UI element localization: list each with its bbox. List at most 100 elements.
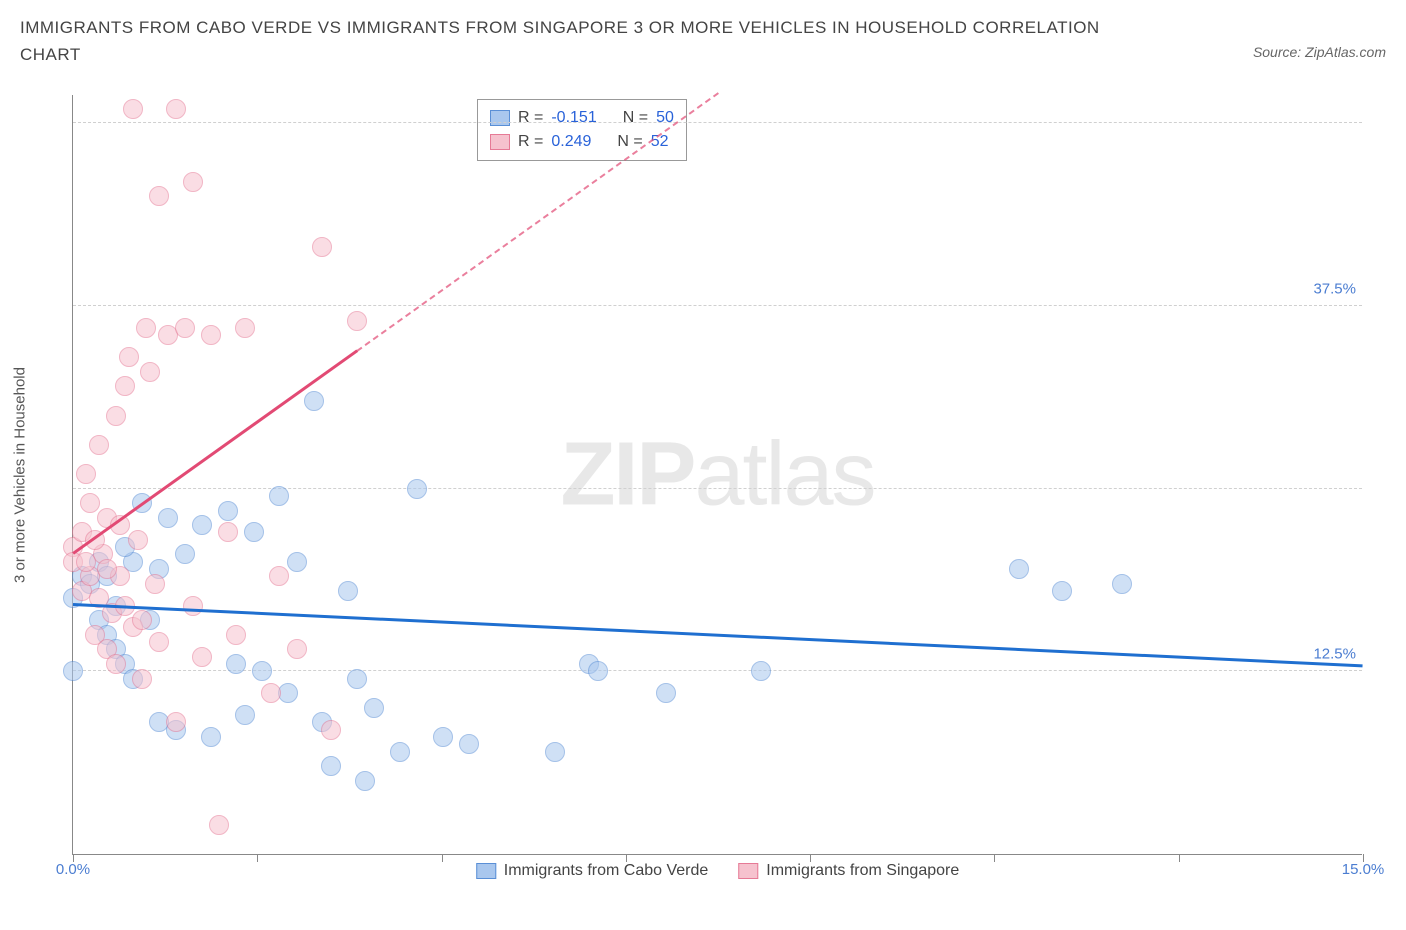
data-point	[136, 318, 156, 338]
data-point	[261, 683, 281, 703]
data-point	[347, 669, 367, 689]
data-point	[132, 669, 152, 689]
data-point	[390, 742, 410, 762]
data-point	[201, 325, 221, 345]
data-point	[1009, 559, 1029, 579]
data-point	[287, 639, 307, 659]
r-value: -0.151	[551, 106, 596, 130]
stats-legend: R =-0.151N =50R =0.249N =52	[477, 99, 687, 161]
data-point	[80, 493, 100, 513]
data-point	[145, 574, 165, 594]
legend-swatch	[490, 110, 510, 126]
data-point	[1112, 574, 1132, 594]
plot-area: ZIPatlas R =-0.151N =50R =0.249N =52 Imm…	[72, 95, 1362, 855]
source-label: Source: ZipAtlas.com	[1253, 44, 1386, 60]
data-point	[407, 479, 427, 499]
data-point	[158, 508, 178, 528]
data-point	[128, 530, 148, 550]
chart-container: 3 or more Vehicles in Household ZIPatlas…	[20, 95, 1386, 885]
legend-item: Immigrants from Singapore	[738, 862, 959, 880]
y-tick-label: 37.5%	[1313, 280, 1356, 297]
x-tick-label: 0.0%	[56, 861, 90, 878]
data-point	[433, 727, 453, 747]
data-point	[123, 99, 143, 119]
data-point	[338, 581, 358, 601]
data-point	[269, 486, 289, 506]
r-label: R =	[518, 130, 543, 154]
data-point	[115, 376, 135, 396]
data-point	[321, 720, 341, 740]
x-tick	[257, 854, 258, 862]
data-point	[209, 815, 229, 835]
data-point	[192, 515, 212, 535]
n-label: N =	[623, 106, 648, 130]
data-point	[287, 552, 307, 572]
x-tick	[994, 854, 995, 862]
data-point	[545, 742, 565, 762]
data-point	[140, 362, 160, 382]
x-tick	[442, 854, 443, 862]
data-point	[312, 237, 332, 257]
x-tick	[810, 854, 811, 862]
gridline-h	[73, 305, 1362, 306]
legend-label: Immigrants from Cabo Verde	[504, 862, 709, 880]
data-point	[166, 99, 186, 119]
data-point	[269, 566, 289, 586]
x-tick	[1179, 854, 1180, 862]
gridline-h	[73, 122, 1362, 123]
data-point	[218, 501, 238, 521]
data-point	[106, 406, 126, 426]
data-point	[149, 632, 169, 652]
data-point	[226, 654, 246, 674]
r-label: R =	[518, 106, 543, 130]
data-point	[89, 435, 109, 455]
data-point	[183, 596, 203, 616]
y-tick-label: 12.5%	[1313, 646, 1356, 663]
data-point	[751, 661, 771, 681]
x-tick-label: 15.0%	[1342, 861, 1385, 878]
data-point	[235, 705, 255, 725]
data-point	[459, 734, 479, 754]
data-point	[226, 625, 246, 645]
data-point	[1052, 581, 1072, 601]
data-point	[63, 661, 83, 681]
chart-title: IMMIGRANTS FROM CABO VERDE VS IMMIGRANTS…	[20, 14, 1120, 68]
data-point	[656, 683, 676, 703]
data-point	[278, 683, 298, 703]
r-value: 0.249	[551, 130, 591, 154]
data-point	[201, 727, 221, 747]
data-point	[321, 756, 341, 776]
data-point	[364, 698, 384, 718]
data-point	[175, 544, 195, 564]
watermark: ZIPatlas	[560, 423, 874, 526]
data-point	[119, 347, 139, 367]
data-point	[132, 610, 152, 630]
data-point	[175, 318, 195, 338]
trend-line	[73, 603, 1363, 667]
data-point	[218, 522, 238, 542]
legend-swatch	[738, 863, 758, 879]
gridline-h	[73, 488, 1362, 489]
data-point	[192, 647, 212, 667]
y-axis-title: 3 or more Vehicles in Household	[12, 367, 29, 583]
legend-label: Immigrants from Singapore	[766, 862, 959, 880]
data-point	[355, 771, 375, 791]
data-point	[97, 559, 117, 579]
data-point	[235, 318, 255, 338]
x-tick	[626, 854, 627, 862]
data-point	[106, 654, 126, 674]
data-point	[166, 712, 186, 732]
legend-swatch	[476, 863, 496, 879]
data-point	[304, 391, 324, 411]
stats-legend-row: R =-0.151N =50	[490, 106, 674, 130]
data-point	[588, 661, 608, 681]
data-point	[76, 464, 96, 484]
data-point	[347, 311, 367, 331]
legend-swatch	[490, 134, 510, 150]
data-point	[149, 186, 169, 206]
data-point	[252, 661, 272, 681]
legend-item: Immigrants from Cabo Verde	[476, 862, 709, 880]
data-point	[183, 172, 203, 192]
data-point	[76, 552, 96, 572]
data-point	[244, 522, 264, 542]
